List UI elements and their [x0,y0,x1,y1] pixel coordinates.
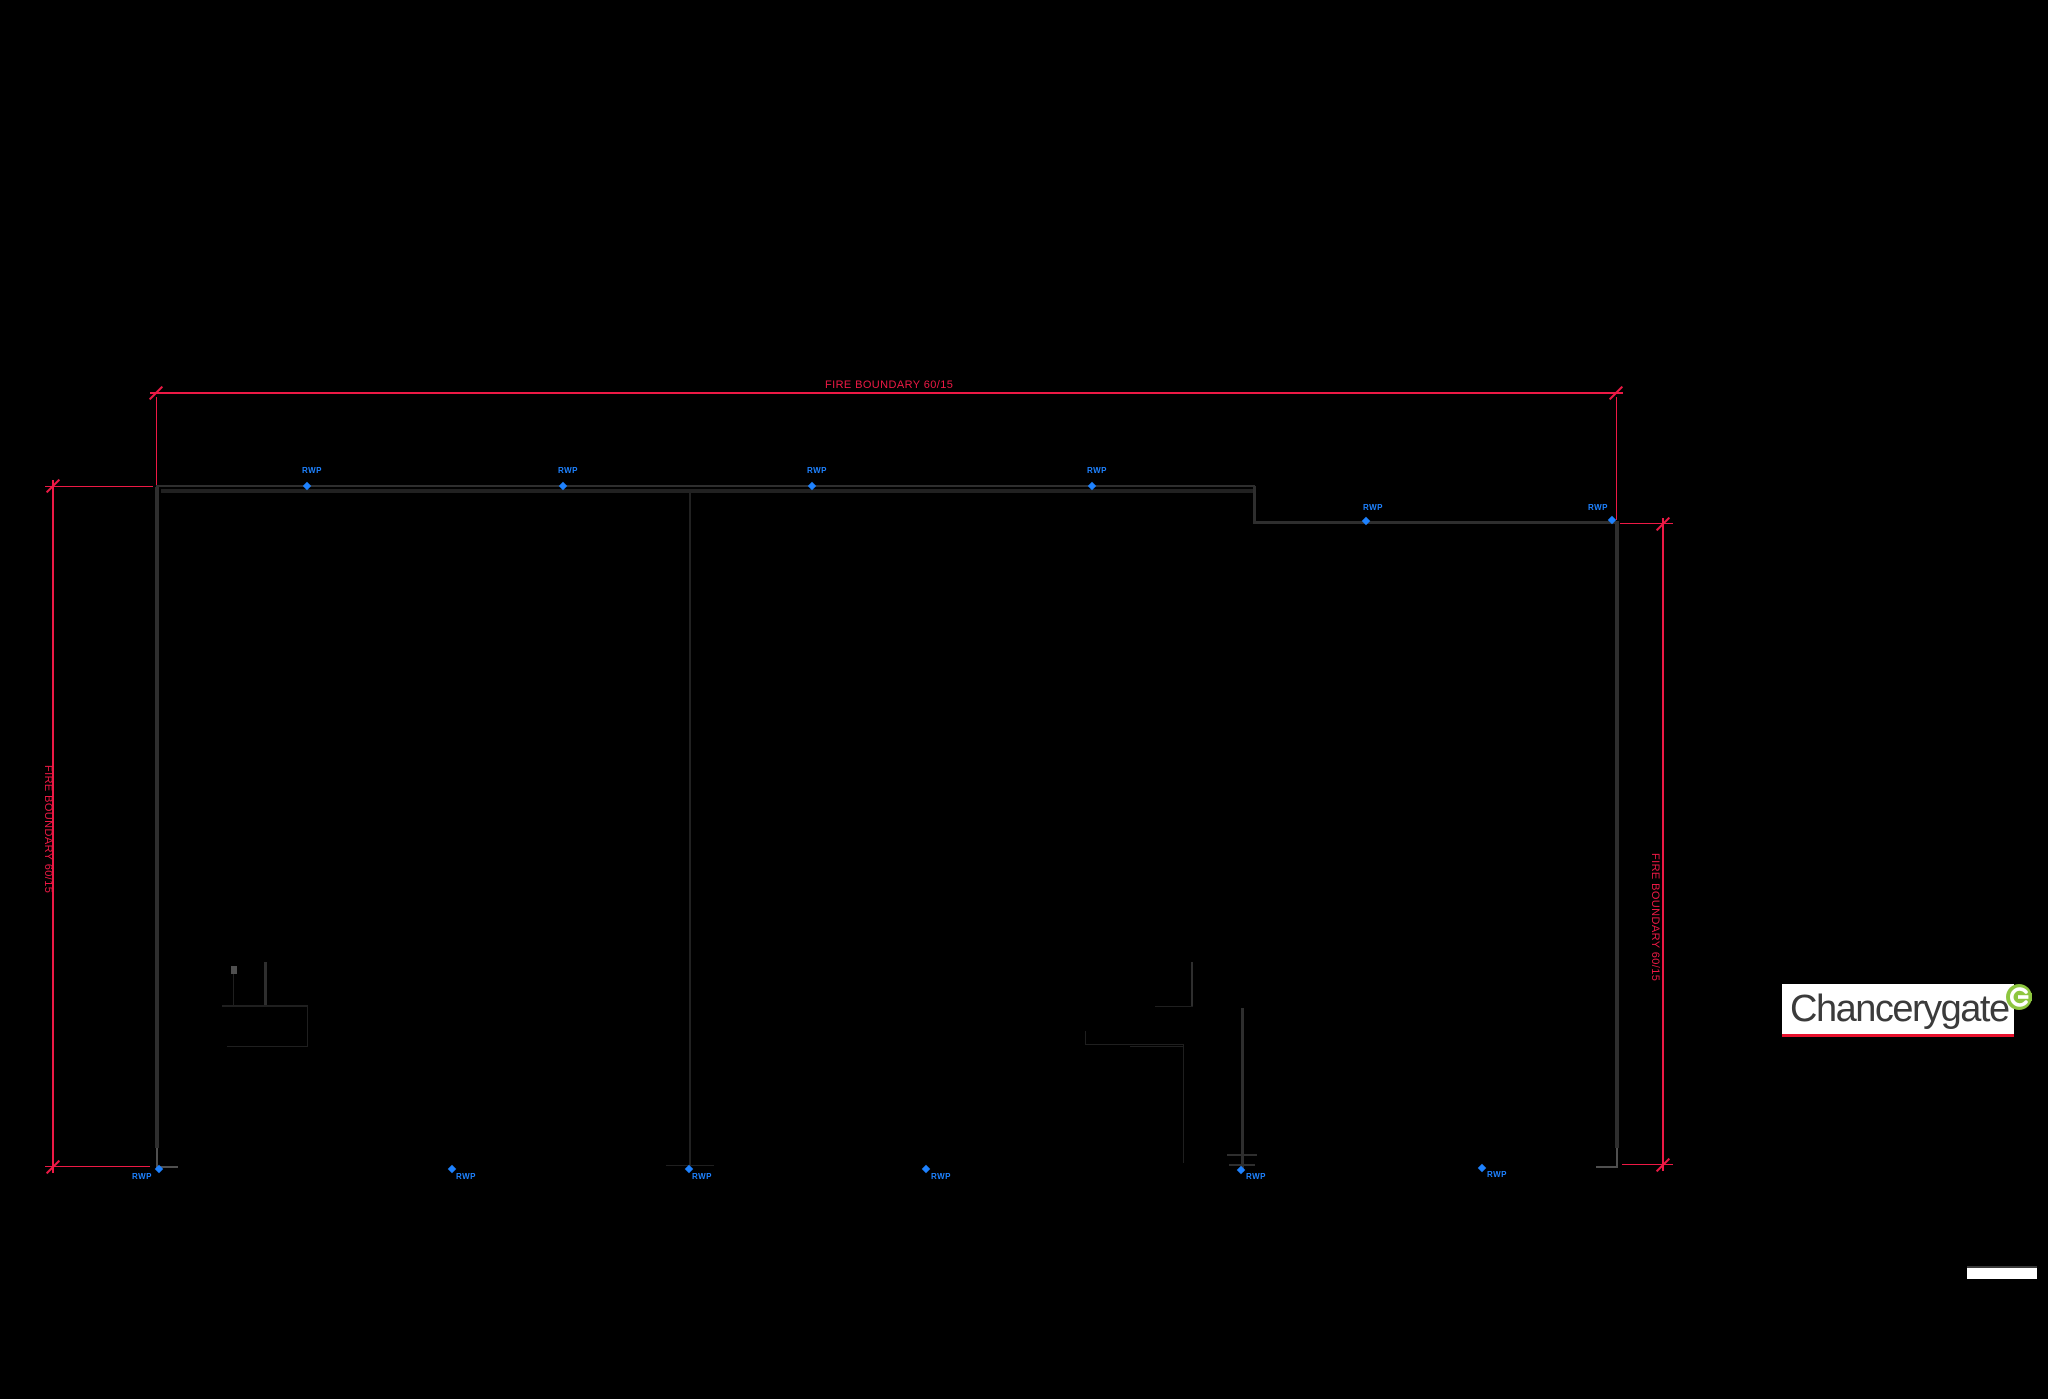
rwp-marker-label: RWP [302,466,323,475]
dim-left-ext-top [45,486,153,487]
dim-top-ext-right [1616,397,1617,520]
wall-top-outer [156,485,1255,487]
partition-tick [1085,1031,1086,1045]
rwp-marker-label: RWP [456,1172,477,1181]
corner-bottom-left-v [156,1148,158,1168]
rwp-marker-icon [1477,1163,1487,1173]
rwp-marker-label: RWP [931,1172,952,1181]
rwp-marker-label: RWP [1363,503,1384,512]
left-core-wall-d [307,1005,308,1047]
internal-wall-2 [1241,1008,1244,1172]
dim-left-label: FIRE BOUNDARY 60/15 [42,765,54,894]
corner-bottom-right-h [1596,1166,1618,1168]
dim-right-line [1662,518,1664,1171]
scale-bar-fragment [1967,1266,2037,1279]
rwp-marker-label: RWP [1087,466,1108,475]
dim-right-label: FIRE BOUNDARY 60/15 [1649,853,1661,982]
rwp-marker-label: RWP [1588,503,1609,512]
wall-left [155,487,159,1148]
partition-h [1085,1044,1184,1045]
wall-top-lower [1253,521,1619,524]
left-core-wall-c [222,1005,308,1007]
internal-wall-2-bar2 [1229,1164,1255,1166]
chancerygate-logo-icon [2006,984,2032,1010]
dim-top-line [150,392,1623,394]
chancerygate-logo-text: Chancerygate [1790,987,2010,1030]
right-core-wall-c [1130,1046,1183,1047]
wall-step-vertical [1253,486,1256,523]
right-core-wall-b [1155,1006,1193,1007]
partition-v [1183,1044,1184,1163]
right-core-wall-a [1191,962,1193,1007]
left-core-door-mark [231,966,237,974]
rwp-marker-label: RWP [558,466,579,475]
corner-bottom-right-v [1616,1148,1618,1168]
rwp-marker-label: RWP [807,466,828,475]
left-core-wall-e [227,1046,308,1047]
rwp-marker-icon [921,1164,931,1174]
chancerygate-logo: Chancerygate [1782,984,2014,1037]
wall-top-inner [161,489,1254,493]
internal-wall-1 [689,491,691,1166]
dim-top-label: FIRE BOUNDARY 60/15 [825,379,954,391]
rwp-marker-label: RWP [1246,1172,1267,1181]
corner-bottom-left-h [156,1166,178,1168]
dim-right-ext-bottom [1622,1164,1673,1165]
dim-left-ext-bottom [45,1166,150,1167]
rwp-marker-label: RWP [692,1172,713,1181]
dim-left-line [52,480,54,1173]
rwp-marker-label: RWP [1487,1170,1508,1179]
wall-right [1615,524,1619,1148]
dim-top-ext-left [156,397,157,485]
dim-right-ext-top [1620,523,1673,524]
rwp-marker-label: RWP [132,1172,153,1181]
internal-wall-2-bar1 [1227,1154,1257,1156]
rwp-marker-icon [447,1164,457,1174]
left-core-wall-a [264,962,267,1006]
left-core-wall-b [233,973,234,1006]
